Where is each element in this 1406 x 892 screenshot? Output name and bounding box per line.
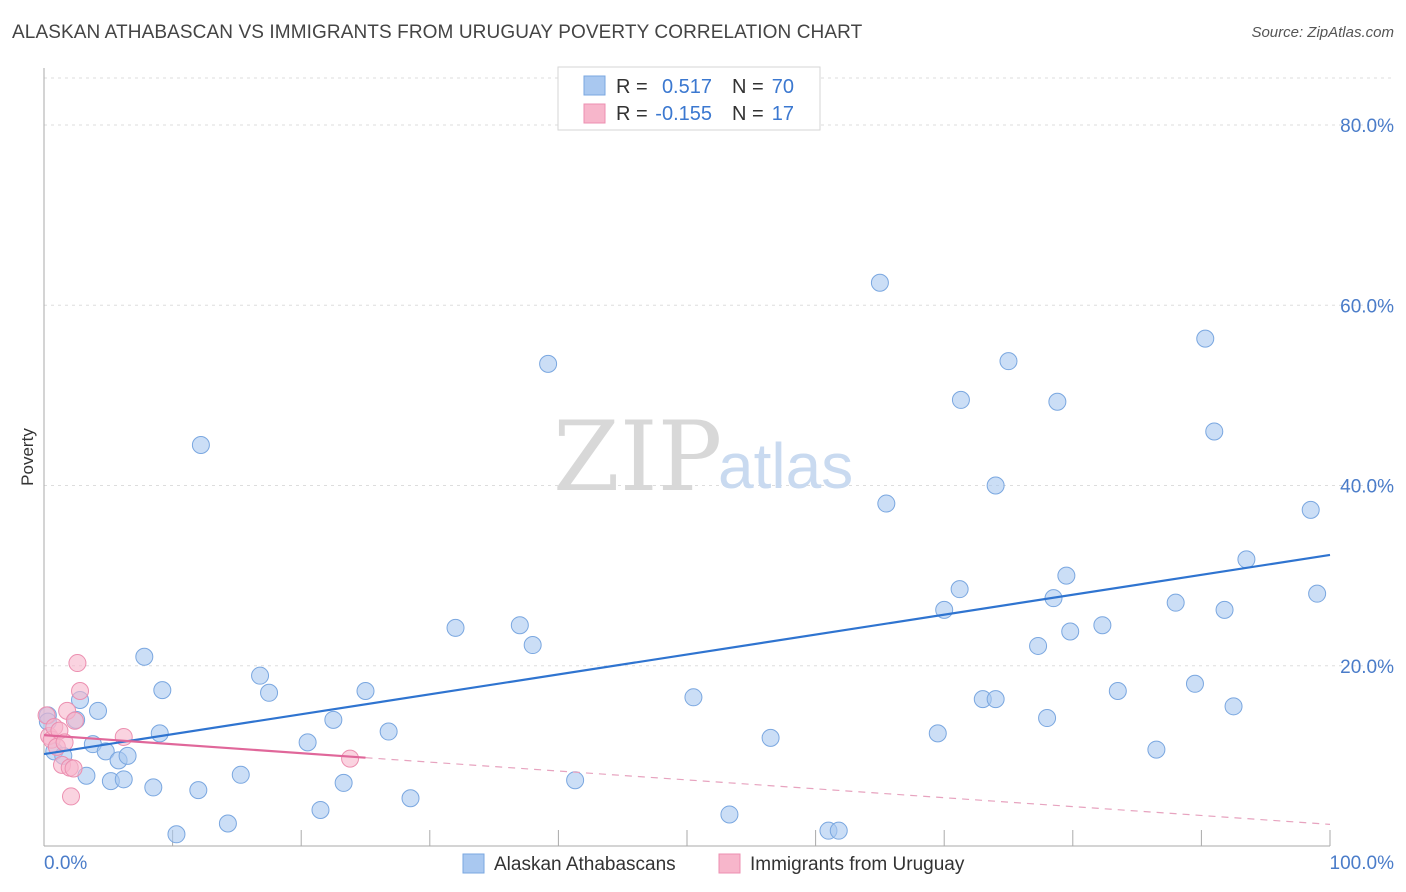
legend-swatch-immigrants-from-uruguay xyxy=(718,853,741,874)
immigrants-from-uruguay-point-12 xyxy=(65,711,84,730)
legend-swatch-blue xyxy=(583,75,606,96)
y-axis-label: Poverty xyxy=(18,428,37,486)
alaskan-athabascans-point-26 xyxy=(324,710,343,729)
y-tick-label-60: 60.0% xyxy=(1340,296,1394,317)
alaskan-athabascans-point-43 xyxy=(928,724,947,743)
legend-n-label-pink: N = xyxy=(732,103,764,125)
legend-r-label-pink: R = xyxy=(616,103,648,125)
alaskan-athabascans-point-65 xyxy=(1224,697,1243,716)
alaskan-athabascans-point-38 xyxy=(761,728,780,747)
trend-line-immigrants-from-uruguay-extension xyxy=(365,757,1331,825)
alaskan-athabascans-point-55 xyxy=(1057,566,1076,585)
alaskan-athabascans-point-23 xyxy=(260,683,279,702)
series-alaskan-athabascans xyxy=(38,273,1327,844)
alaskan-athabascans-point-18 xyxy=(189,781,208,800)
alaskan-athabascans-point-31 xyxy=(446,618,465,637)
alaskan-athabascans-point-30 xyxy=(401,789,420,808)
immigrants-from-uruguay-point-14 xyxy=(71,681,90,700)
watermark-atlas: atlas xyxy=(718,430,853,502)
alaskan-athabascans-point-49 xyxy=(986,476,1005,495)
alaskan-athabascans-point-34 xyxy=(539,354,558,373)
alaskan-athabascans-point-59 xyxy=(1147,740,1166,759)
alaskan-athabascans-point-8 xyxy=(96,742,115,761)
alaskan-athabascans-point-19 xyxy=(191,435,210,454)
legend-swatch-alaskan-athabascans xyxy=(462,853,485,874)
alaskan-athabascans-point-64 xyxy=(1215,600,1234,619)
alaskan-athabascans-point-21 xyxy=(231,765,250,784)
alaskan-athabascans-point-20 xyxy=(218,814,237,833)
alaskan-athabascans-point-33 xyxy=(523,636,542,655)
alaskan-athabascans-point-15 xyxy=(150,724,169,743)
alaskan-athabascans-point-13 xyxy=(135,647,154,666)
alaskan-athabascans-point-24 xyxy=(298,733,317,752)
alaskan-athabascans-point-12 xyxy=(118,746,137,765)
alaskan-athabascans-point-51 xyxy=(1029,636,1048,655)
chart-title: ALASKAN ATHABASCAN VS IMMIGRANTS FROM UR… xyxy=(12,22,863,43)
legend-label-immigrants-from-uruguay: Immigrants from Uruguay xyxy=(750,854,965,875)
alaskan-athabascans-point-50 xyxy=(999,352,1018,371)
alaskan-athabascans-point-25 xyxy=(311,800,330,819)
grid-lines xyxy=(44,77,1394,667)
alaskan-athabascans-point-7 xyxy=(89,701,108,720)
immigrants-from-uruguay-point-11 xyxy=(64,759,83,778)
alaskan-athabascans-point-67 xyxy=(1301,500,1320,519)
x-tick-label-min: 0.0% xyxy=(44,853,87,874)
alaskan-athabascans-point-11 xyxy=(114,770,133,789)
alaskan-athabascans-point-16 xyxy=(153,681,172,700)
alaskan-athabascans-point-41 xyxy=(870,273,889,292)
alaskan-athabascans-point-35 xyxy=(566,771,585,790)
series-legend: Alaskan Athabascans Immigrants from Urug… xyxy=(462,853,965,875)
immigrants-from-uruguay-point-13 xyxy=(68,654,87,673)
legend-label-alaskan-athabascans: Alaskan Athabascans xyxy=(494,854,676,875)
legend-r-value-pink: -0.155 xyxy=(655,103,712,125)
alaskan-athabascans-point-45 xyxy=(950,580,969,599)
alaskan-athabascans-point-14 xyxy=(144,778,163,797)
stats-legend: R = 0.517 N = 70 R = -0.155 N = 17 xyxy=(557,66,821,131)
alaskan-athabascans-point-60 xyxy=(1166,593,1185,612)
legend-n-value-pink: 17 xyxy=(772,103,794,125)
alaskan-athabascans-point-29 xyxy=(379,722,398,741)
alaskan-athabascans-point-32 xyxy=(510,616,529,635)
alaskan-athabascans-point-54 xyxy=(1048,392,1067,411)
immigrants-from-uruguay-point-16 xyxy=(341,749,360,768)
alaskan-athabascans-point-62 xyxy=(1196,329,1215,348)
y-tick-label-20: 20.0% xyxy=(1340,657,1394,678)
source-label: Source: ZipAtlas.com xyxy=(1251,24,1394,41)
alaskan-athabascans-point-27 xyxy=(334,773,353,792)
watermark-zip: ZIP xyxy=(553,401,722,513)
alaskan-athabascans-point-36 xyxy=(684,688,703,707)
alaskan-athabascans-point-48 xyxy=(986,690,1005,709)
alaskan-athabascans-point-52 xyxy=(1038,709,1057,728)
x-axis-ticks xyxy=(172,830,1331,846)
legend-n-value-blue: 70 xyxy=(772,76,794,98)
alaskan-athabascans-point-61 xyxy=(1185,674,1204,693)
trend-line-immigrants-from-uruguay xyxy=(43,734,366,759)
alaskan-athabascans-point-68 xyxy=(1308,584,1327,603)
alaskan-athabascans-point-17 xyxy=(167,825,186,844)
y-tick-labels: 20.0% 40.0% 60.0% 80.0% xyxy=(1340,116,1394,678)
alaskan-athabascans-point-46 xyxy=(951,390,970,409)
alaskan-athabascans-point-28 xyxy=(356,681,375,700)
legend-r-label-blue: R = xyxy=(616,76,648,98)
alaskan-athabascans-point-37 xyxy=(720,805,739,824)
immigrants-from-uruguay-point-10 xyxy=(62,787,81,806)
x-tick-label-max: 100.0% xyxy=(1330,853,1395,874)
legend-n-label-blue: N = xyxy=(732,76,764,98)
alaskan-athabascans-point-42 xyxy=(877,494,896,513)
alaskan-athabascans-point-40 xyxy=(829,821,848,840)
alaskan-athabascans-point-56 xyxy=(1061,622,1080,641)
legend-r-value-blue: 0.517 xyxy=(662,76,712,98)
legend-swatch-pink xyxy=(583,103,606,124)
alaskan-athabascans-point-66 xyxy=(1237,550,1256,569)
y-tick-label-40: 40.0% xyxy=(1340,477,1394,498)
alaskan-athabascans-point-22 xyxy=(251,666,270,685)
y-tick-label-80: 80.0% xyxy=(1340,116,1394,137)
alaskan-athabascans-point-63 xyxy=(1205,422,1224,441)
trend-line-alaskan-athabascans xyxy=(43,553,1331,756)
alaskan-athabascans-point-58 xyxy=(1108,681,1127,700)
alaskan-athabascans-point-57 xyxy=(1093,616,1112,635)
